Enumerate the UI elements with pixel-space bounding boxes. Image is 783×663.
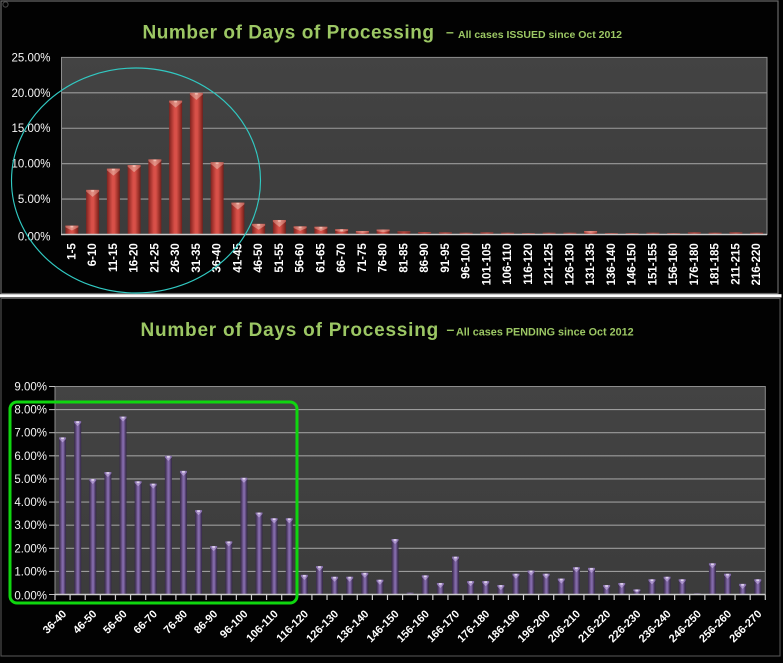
svg-text:56-60: 56-60 bbox=[295, 243, 307, 272]
svg-text:66-70: 66-70 bbox=[336, 243, 348, 272]
svg-text:91-95: 91-95 bbox=[440, 243, 452, 273]
svg-text:2.00%: 2.00% bbox=[14, 543, 47, 555]
svg-text:36-40: 36-40 bbox=[212, 243, 224, 272]
svg-text:5.00%: 5.00% bbox=[14, 474, 47, 486]
svg-text:96-100: 96-100 bbox=[461, 243, 473, 279]
svg-text:6.00%: 6.00% bbox=[14, 451, 47, 463]
svg-text:136-140: 136-140 bbox=[606, 243, 618, 285]
svg-text:Number of Days of Processing: Number of Days of Processing bbox=[143, 23, 435, 44]
svg-text:1-5: 1-5 bbox=[66, 243, 78, 260]
svg-text:6-10: 6-10 bbox=[87, 243, 99, 266]
svg-text:1.00%: 1.00% bbox=[14, 566, 47, 578]
svg-text:11-15: 11-15 bbox=[108, 243, 120, 272]
svg-text:–: – bbox=[447, 321, 455, 337]
svg-text:216-220: 216-220 bbox=[751, 243, 763, 285]
svg-text:26-30: 26-30 bbox=[170, 243, 182, 272]
svg-text:16-20: 16-20 bbox=[129, 243, 141, 272]
svg-text:151-155: 151-155 bbox=[647, 243, 659, 286]
svg-text:131-135: 131-135 bbox=[585, 243, 597, 286]
svg-text:126-130: 126-130 bbox=[564, 243, 576, 285]
svg-text:41-45: 41-45 bbox=[232, 243, 244, 273]
svg-text:106-110: 106-110 bbox=[502, 243, 514, 285]
svg-text:76-80: 76-80 bbox=[378, 243, 390, 272]
svg-text:211-215: 211-215 bbox=[730, 243, 742, 285]
svg-text:51-55: 51-55 bbox=[274, 243, 286, 273]
svg-text:146-150: 146-150 bbox=[627, 243, 639, 285]
svg-text:8.00%: 8.00% bbox=[14, 405, 47, 417]
svg-text:5.00%: 5.00% bbox=[18, 194, 51, 206]
svg-text:81-85: 81-85 bbox=[398, 243, 410, 273]
svg-text:20.00%: 20.00% bbox=[11, 88, 50, 100]
svg-text:71-75: 71-75 bbox=[357, 243, 369, 273]
svg-text:61-65: 61-65 bbox=[315, 243, 327, 273]
svg-text:All cases PENDING since Oct 2: All cases PENDING since Oct 2012 bbox=[456, 327, 634, 339]
svg-text:4.00%: 4.00% bbox=[14, 497, 47, 509]
svg-text:0.00%: 0.00% bbox=[14, 591, 47, 603]
svg-text:10.00%: 10.00% bbox=[11, 159, 50, 171]
svg-text:86-90: 86-90 bbox=[419, 243, 431, 272]
svg-text:31-35: 31-35 bbox=[191, 243, 203, 273]
svg-text:9.00%: 9.00% bbox=[14, 382, 47, 394]
svg-text:46-50: 46-50 bbox=[253, 243, 265, 272]
svg-text:0.00%: 0.00% bbox=[18, 232, 51, 244]
svg-text:3.00%: 3.00% bbox=[14, 520, 47, 532]
svg-text:156-160: 156-160 bbox=[668, 243, 680, 285]
svg-text:All cases ISSUED since Oct 20: All cases ISSUED since Oct 2012 bbox=[458, 29, 622, 41]
svg-text:121-125: 121-125 bbox=[544, 243, 556, 286]
svg-text:Number of Days of Processing: Number of Days of Processing bbox=[141, 320, 439, 341]
svg-text:176-180: 176-180 bbox=[689, 243, 701, 285]
svg-text:–: – bbox=[446, 24, 454, 40]
svg-text:101-105: 101-105 bbox=[481, 243, 493, 286]
svg-text:21-25: 21-25 bbox=[149, 243, 161, 273]
svg-text:116-120: 116-120 bbox=[523, 243, 535, 285]
svg-text:15.00%: 15.00% bbox=[11, 123, 50, 135]
svg-text:7.00%: 7.00% bbox=[14, 428, 47, 440]
svg-text:25.00%: 25.00% bbox=[11, 52, 50, 64]
svg-text:181-185: 181-185 bbox=[710, 243, 722, 286]
